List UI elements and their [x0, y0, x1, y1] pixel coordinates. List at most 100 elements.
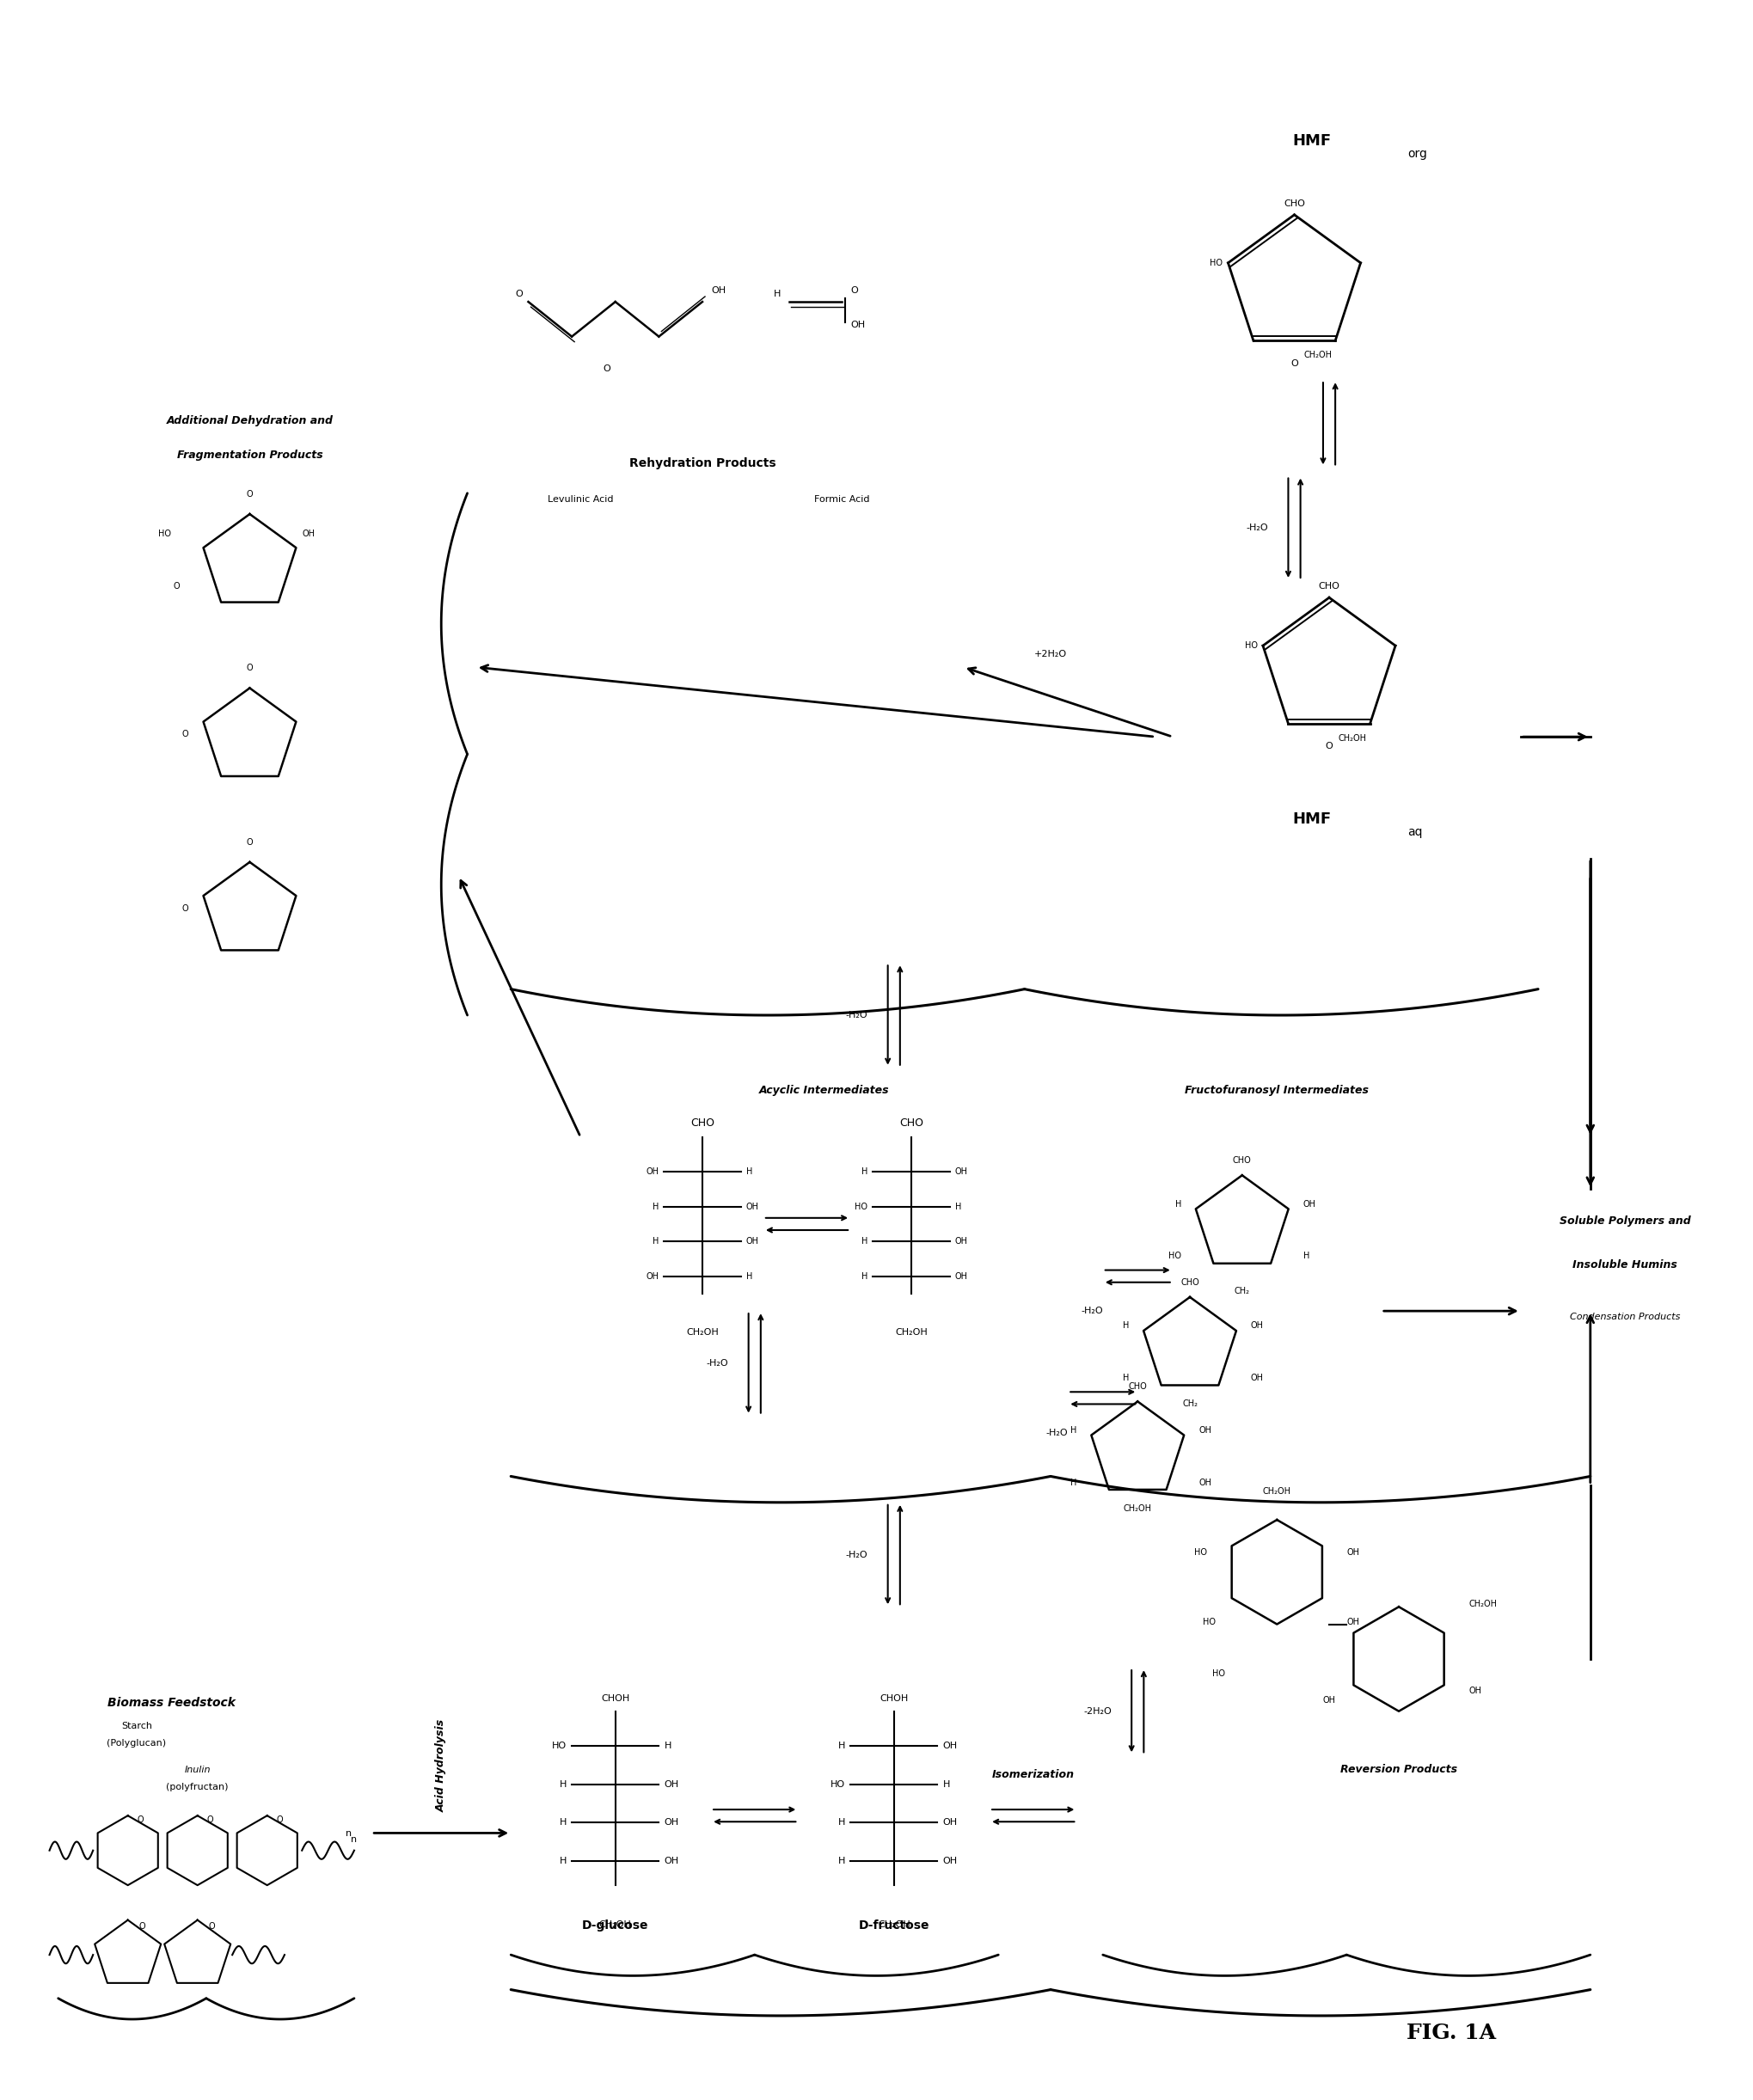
Text: Formic Acid: Formic Acid — [813, 496, 869, 504]
Text: O: O — [182, 731, 189, 739]
Text: -H₂O: -H₂O — [1082, 1306, 1103, 1315]
Text: H: H — [559, 1819, 566, 1827]
Text: H: H — [943, 1781, 950, 1789]
Text: Levulinic Acid: Levulinic Acid — [547, 496, 614, 504]
Text: HO: HO — [1211, 1670, 1225, 1678]
Text: -H₂O: -H₂O — [1246, 523, 1267, 531]
Text: H: H — [838, 1856, 845, 1865]
Text: OH: OH — [850, 321, 866, 330]
Text: O: O — [515, 290, 522, 298]
Text: HMF: HMF — [1292, 813, 1331, 827]
Text: H: H — [747, 1273, 752, 1281]
Text: CH₂OH: CH₂OH — [600, 1919, 631, 1928]
Text: H: H — [1175, 1199, 1182, 1207]
Text: OH: OH — [302, 529, 316, 538]
Text: Inulin: Inulin — [184, 1766, 210, 1774]
Text: OH: OH — [955, 1237, 968, 1245]
Text: O: O — [850, 286, 857, 294]
Text: O: O — [209, 1922, 214, 1930]
Text: O: O — [207, 1816, 212, 1825]
Text: OH: OH — [645, 1273, 659, 1281]
Text: -H₂O: -H₂O — [845, 1550, 868, 1558]
Text: OH: OH — [955, 1273, 968, 1281]
Text: CHO: CHO — [1283, 200, 1304, 208]
Text: O: O — [174, 582, 181, 590]
Text: H: H — [838, 1741, 845, 1749]
Text: OH: OH — [1469, 1686, 1481, 1695]
Text: OH: OH — [943, 1819, 957, 1827]
Text: HO: HO — [831, 1781, 845, 1789]
Text: CHO: CHO — [899, 1117, 924, 1128]
Text: OH: OH — [664, 1856, 678, 1865]
Text: H: H — [747, 1168, 752, 1176]
Text: H: H — [559, 1781, 566, 1789]
Text: CH₂OH: CH₂OH — [685, 1329, 719, 1338]
Text: HO: HO — [1194, 1548, 1208, 1556]
Text: Acyclic Intermediates: Acyclic Intermediates — [759, 1086, 889, 1096]
Text: H: H — [1071, 1426, 1076, 1434]
Text: Reversion Products: Reversion Products — [1341, 1764, 1457, 1774]
Text: O: O — [603, 365, 610, 374]
Text: H: H — [652, 1237, 659, 1245]
Text: Soluble Polymers and: Soluble Polymers and — [1560, 1216, 1692, 1226]
Text: OH: OH — [1324, 1695, 1336, 1705]
Text: Fructofuranosyl Intermediates: Fructofuranosyl Intermediates — [1185, 1086, 1369, 1096]
Text: CH₂OH: CH₂OH — [1124, 1504, 1152, 1512]
Text: H: H — [955, 1203, 961, 1212]
Text: Biomass Feedstock: Biomass Feedstock — [107, 1697, 235, 1709]
Text: OH: OH — [943, 1856, 957, 1865]
Text: OH: OH — [712, 286, 726, 294]
Text: CHO: CHO — [691, 1117, 715, 1128]
Text: O: O — [247, 664, 252, 672]
Text: O: O — [247, 489, 252, 498]
Text: OH: OH — [1252, 1373, 1264, 1382]
Text: aq: aq — [1408, 827, 1423, 838]
Text: H: H — [1302, 1252, 1309, 1260]
Text: O: O — [1290, 359, 1299, 367]
Text: O: O — [1325, 741, 1332, 750]
Text: CHO: CHO — [1129, 1382, 1146, 1390]
Text: D-fructose: D-fructose — [859, 1919, 929, 1932]
Text: OH: OH — [1199, 1426, 1211, 1434]
Text: -H₂O: -H₂O — [1047, 1428, 1068, 1436]
Text: Fragmentation Products: Fragmentation Products — [177, 449, 323, 462]
Text: Acid Hydrolysis: Acid Hydrolysis — [436, 1720, 447, 1812]
Text: OH: OH — [1302, 1199, 1317, 1207]
Text: Isomerization: Isomerization — [992, 1768, 1075, 1781]
Text: H: H — [559, 1856, 566, 1865]
Text: OH: OH — [1252, 1321, 1264, 1329]
Text: CH₂OH: CH₂OH — [1304, 351, 1332, 359]
Text: CH₂OH: CH₂OH — [896, 1329, 927, 1338]
Text: H: H — [1122, 1321, 1129, 1329]
Text: FIG. 1A: FIG. 1A — [1406, 2022, 1495, 2043]
Text: H: H — [664, 1741, 671, 1749]
Text: O: O — [182, 903, 189, 913]
Text: D-glucose: D-glucose — [582, 1919, 649, 1932]
Text: H: H — [861, 1168, 868, 1176]
Text: OH: OH — [1199, 1478, 1211, 1487]
Text: H: H — [1122, 1373, 1129, 1382]
Text: H: H — [838, 1819, 845, 1827]
Text: +2H₂O: +2H₂O — [1034, 649, 1068, 659]
Text: Additional Dehydration and: Additional Dehydration and — [167, 416, 333, 426]
Text: CHO: CHO — [1180, 1279, 1199, 1287]
Text: OH: OH — [645, 1168, 659, 1176]
Text: HO: HO — [1245, 640, 1257, 651]
Text: CHOH: CHOH — [601, 1695, 629, 1703]
Text: Starch: Starch — [121, 1722, 153, 1730]
Text: HO: HO — [552, 1741, 566, 1749]
Text: HO: HO — [1210, 258, 1224, 267]
Text: OH: OH — [1346, 1617, 1360, 1625]
Text: H: H — [861, 1273, 868, 1281]
Text: CH₂: CH₂ — [1182, 1401, 1197, 1409]
Text: (Polyglucan): (Polyglucan) — [107, 1739, 167, 1747]
Text: H: H — [1071, 1478, 1076, 1487]
Text: CH₂: CH₂ — [1234, 1287, 1250, 1296]
Text: n: n — [351, 1835, 358, 1844]
Text: -2H₂O: -2H₂O — [1083, 1707, 1111, 1716]
Text: CH₂OH: CH₂OH — [1338, 733, 1367, 743]
Text: OH: OH — [664, 1781, 678, 1789]
Text: HO: HO — [855, 1203, 868, 1212]
Text: CH₂OH: CH₂OH — [1262, 1487, 1292, 1495]
Text: CH₂OH: CH₂OH — [1469, 1600, 1497, 1609]
